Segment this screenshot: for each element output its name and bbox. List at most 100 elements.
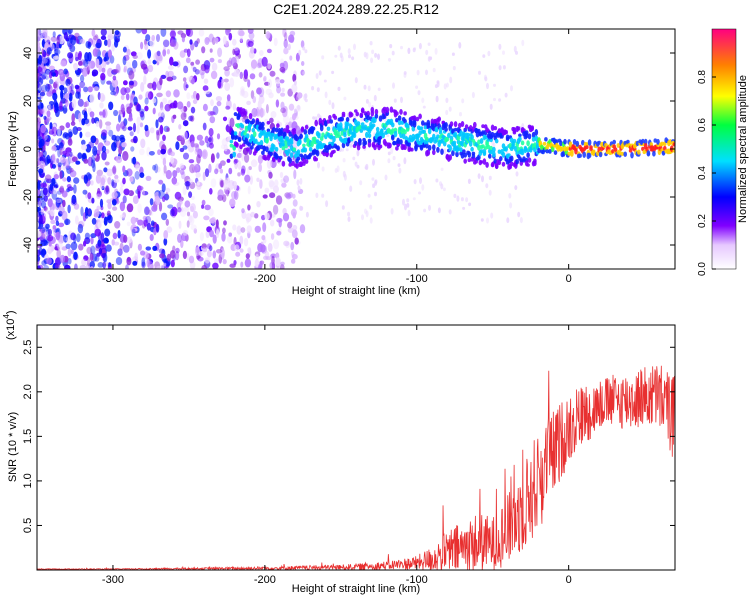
spectrogram-noise-cell bbox=[229, 117, 235, 128]
spectrogram-noise-cell bbox=[47, 228, 53, 236]
spectrogram-noise-cell bbox=[235, 251, 241, 257]
spectrogram-noise-cell bbox=[175, 141, 180, 151]
spectrogram-noise-cell bbox=[192, 210, 198, 219]
spectrogram-signal-cell bbox=[265, 146, 269, 153]
spectrogram-noise-cell bbox=[60, 89, 64, 100]
spectrogram-noise-cell bbox=[345, 148, 349, 152]
spectrogram-noise-cell bbox=[107, 202, 112, 210]
spectrogram-noise-cell bbox=[318, 70, 322, 76]
spectrogram-noise-cell bbox=[462, 206, 466, 210]
spectrogram-signal-cell bbox=[401, 133, 406, 140]
spectrogram-noise-cell bbox=[258, 72, 263, 78]
spectrogram-noise-cell bbox=[437, 207, 441, 214]
spectrogram-noise-cell bbox=[170, 151, 176, 157]
spectrogram-noise-cell bbox=[73, 184, 77, 194]
spectrogram-noise-cell bbox=[369, 217, 373, 224]
spectrogram-noise-cell bbox=[212, 105, 219, 116]
spectrogram-noise-cell bbox=[68, 131, 73, 138]
spectrogram-noise-cell bbox=[77, 52, 82, 61]
spectrogram-noise-cell bbox=[221, 78, 225, 84]
spectrogram-signal-cell bbox=[328, 115, 332, 120]
spectrogram-noise-cell bbox=[429, 56, 433, 60]
spectrogram-signal-cell bbox=[343, 132, 347, 138]
spectrogram-signal-cell bbox=[483, 135, 488, 140]
spectrogram-noise-cell bbox=[155, 166, 161, 173]
spectrogram-noise-cell bbox=[112, 75, 117, 81]
spectrogram-noise-cell bbox=[442, 187, 446, 192]
spectrogram-noise-cell bbox=[98, 248, 103, 255]
spectrogram-noise-cell bbox=[87, 173, 93, 180]
spectrogram-noise-cell bbox=[186, 48, 191, 58]
spectrogram-noise-cell bbox=[38, 247, 43, 255]
spectrogram-signal-cell bbox=[616, 143, 621, 148]
spectrogram-noise-cell bbox=[273, 239, 280, 250]
spectrogram-noise-cell bbox=[59, 185, 65, 194]
spectrogram-noise-cell bbox=[364, 208, 367, 214]
spectrogram-noise-cell bbox=[105, 262, 109, 267]
spectrogram-noise-cell bbox=[492, 142, 496, 147]
spectrogram-noise-cell bbox=[419, 177, 422, 185]
spectrogram-noise-cell bbox=[273, 37, 278, 47]
spectrogram-noise-cell bbox=[275, 195, 283, 205]
spectrogram-noise-cell bbox=[99, 102, 104, 109]
spectrogram-signal-cell bbox=[410, 120, 414, 127]
spectrogram-noise-cell bbox=[90, 236, 94, 245]
spectrogram-noise-cell bbox=[388, 57, 391, 62]
spectrogram-noise-cell bbox=[282, 212, 290, 222]
spectrogram-noise-cell bbox=[119, 123, 125, 131]
spectrogram-noise-cell bbox=[70, 83, 74, 92]
spectrogram-noise-cell bbox=[190, 203, 196, 213]
spectrogram-signal-cell bbox=[257, 144, 261, 151]
spectrogram-signal-cell bbox=[399, 109, 403, 115]
spectrogram-noise-cell bbox=[390, 208, 394, 215]
spectrogram-noise-cell bbox=[291, 258, 296, 264]
spectrogram-noise-cell bbox=[337, 45, 341, 51]
spectrogram-noise-cell bbox=[97, 217, 105, 223]
spectrogram-noise-cell bbox=[114, 30, 120, 36]
spectrogram-signal-cell bbox=[375, 126, 380, 132]
spectrogram-noise-cell bbox=[47, 246, 52, 255]
spectrogram-noise-cell bbox=[263, 118, 269, 127]
spectrogram-noise-cell bbox=[67, 258, 72, 265]
spectrogram-noise-cell bbox=[54, 264, 61, 269]
spectrogram-noise-cell bbox=[72, 126, 79, 135]
spectrogram-signal-cell bbox=[278, 155, 283, 160]
spectrogram-noise-cell bbox=[206, 249, 212, 258]
spectrogram-noise-cell bbox=[191, 195, 195, 200]
spectrogram-noise-cell bbox=[76, 127, 82, 131]
spectrogram-noise-cell bbox=[223, 220, 227, 226]
spectrogram-signal-cell bbox=[587, 152, 592, 159]
spectrogram-noise-cell bbox=[181, 36, 185, 43]
spectrogram-noise-cell bbox=[250, 211, 256, 218]
spectrogram-noise-cell bbox=[160, 74, 167, 79]
spectrogram-noise-cell bbox=[178, 199, 183, 205]
spectrogram-noise-cell bbox=[276, 217, 283, 223]
colorbar-tick-label: 0.2 bbox=[697, 214, 708, 228]
spectrogram-noise-cell bbox=[291, 83, 298, 93]
spectrogram-noise-cell bbox=[188, 159, 195, 164]
spectrogram-noise-cell bbox=[101, 145, 107, 153]
spectrogram-noise-cell bbox=[347, 48, 351, 55]
spectrogram-noise-cell bbox=[138, 94, 143, 100]
spectrogram-signal-cell bbox=[250, 145, 254, 150]
spectrogram-noise-cell bbox=[222, 179, 229, 190]
spectrogram-signal-cell bbox=[545, 149, 549, 154]
spectrogram-signal-cell bbox=[314, 119, 319, 127]
spectrogram-noise-cell bbox=[269, 70, 276, 77]
spectrogram-signal-cell bbox=[257, 141, 261, 146]
spectrogram-signal-cell bbox=[317, 133, 321, 139]
spectrogram-noise-cell bbox=[208, 33, 214, 43]
spectrogram-noise-cell bbox=[228, 232, 232, 237]
spectrogram-noise-cell bbox=[141, 257, 146, 267]
spectrogram-noise-cell bbox=[100, 232, 105, 242]
spectrogram-noise-cell bbox=[183, 206, 190, 212]
spectrogram-noise-cell bbox=[348, 54, 351, 59]
spectrogram-noise-cell bbox=[269, 261, 275, 269]
spectrogram-signal-cell bbox=[329, 119, 334, 124]
spectrogram-noise-cell bbox=[126, 236, 133, 244]
spectrogram-noise-cell bbox=[417, 90, 421, 96]
spectrogram-noise-cell bbox=[189, 205, 195, 213]
snr-panel: -300 -200 -100 0 0.5 1.0 1.5 2.0 2.5 Height of … bbox=[2, 310, 676, 595]
spectrogram-noise-cell bbox=[37, 206, 41, 212]
spectrogram-noise-cell bbox=[49, 65, 55, 71]
